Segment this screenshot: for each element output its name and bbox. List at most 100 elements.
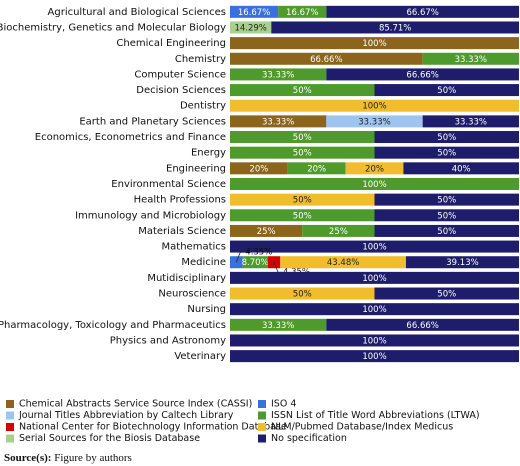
category-label: Chemical Engineering	[116, 38, 226, 49]
category-label: Earth and Planetary Sciences	[79, 116, 226, 127]
bar-segment	[405, 256, 520, 269]
legend-swatch	[258, 434, 266, 443]
legend-swatch	[258, 423, 266, 431]
value-label: 20%	[249, 164, 268, 174]
bar-segment	[230, 131, 375, 144]
bar-segment	[230, 318, 327, 331]
bar-segment	[242, 256, 268, 269]
value-label: 100%	[362, 243, 386, 253]
bar-segment	[326, 68, 519, 81]
value-label: 50%	[293, 133, 312, 143]
bar-segment	[374, 224, 519, 237]
value-label: 14.29%	[234, 23, 266, 33]
legend-swatch	[6, 411, 14, 420]
value-label: 33.33%	[455, 117, 487, 127]
source-text: Figure by authors	[54, 452, 132, 464]
bar-segment	[230, 115, 327, 128]
callout	[235, 251, 245, 263]
legend-label: Serial Sources for the Biosis Database	[19, 433, 200, 444]
value-label: 50%	[293, 149, 312, 159]
value-label: 50%	[293, 211, 312, 221]
bar-segment	[374, 287, 519, 300]
value-label: 16.67%	[286, 8, 318, 18]
value-label: 66.67%	[406, 8, 438, 18]
value-label: 33.33%	[358, 117, 390, 127]
bar-segment	[374, 84, 519, 97]
category-label: Mathematics	[162, 242, 226, 253]
category-label: Medicine	[181, 257, 226, 268]
bar-segment	[230, 209, 375, 222]
value-label: 85.71%	[379, 23, 411, 33]
value-label: 66.66%	[310, 55, 342, 65]
category-label: Neuroscience	[158, 289, 226, 300]
bar-segment	[230, 271, 519, 284]
bar-segment	[230, 224, 303, 237]
value-label: 25%	[329, 227, 348, 237]
legend-swatch	[258, 400, 266, 408]
value-label: 33.33%	[262, 321, 294, 331]
bar-segment	[374, 209, 519, 222]
bar-segment	[230, 177, 519, 190]
bar-segment	[230, 193, 375, 206]
category-label: Computer Science	[134, 69, 226, 80]
category-label: Chemistry	[175, 54, 226, 65]
category-label: Energy	[191, 148, 226, 159]
value-label: 20%	[307, 164, 326, 174]
value-label: 66.66%	[406, 70, 438, 80]
legend-label: ISSN List of Title Word Abbreviations (L…	[271, 410, 480, 421]
value-label: 50%	[437, 227, 456, 237]
legend-label: Chemical Abstracts Service Source Index …	[19, 399, 252, 410]
category-label: Materials Science	[138, 226, 226, 237]
value-label: 50%	[293, 290, 312, 300]
bar-segment	[403, 162, 519, 175]
bar-segment	[230, 146, 375, 159]
category-label: Economics, Econometrics and Finance	[35, 132, 226, 143]
category-label: Agricultural and Biological Sciences	[48, 7, 226, 18]
value-label: 50%	[293, 196, 312, 206]
value-label: 4.35%	[245, 248, 272, 258]
bar-segment	[280, 256, 406, 269]
bar-segment	[230, 5, 279, 18]
bar-segment	[374, 131, 519, 144]
bar-segment	[374, 193, 519, 206]
category-label: Veterinary	[174, 351, 226, 362]
category-label: Physics and Astronomy	[110, 335, 226, 346]
value-label: 40%	[452, 164, 471, 174]
value-label: 50%	[437, 211, 456, 221]
value-label: 20%	[365, 164, 384, 174]
bar-segment	[271, 21, 519, 34]
bar-segment	[230, 303, 519, 316]
bar-segment	[278, 5, 327, 18]
bar-segment	[326, 318, 519, 331]
category-label: Environmental Science	[111, 179, 226, 190]
source-label: Source(s):	[4, 452, 51, 464]
value-label: 50%	[437, 86, 456, 96]
value-label: 100%	[362, 352, 386, 362]
value-label: 66.66%	[406, 321, 438, 331]
bar-segment	[287, 162, 346, 175]
value-label: 43.48%	[327, 258, 359, 268]
bar-segment	[230, 68, 327, 81]
bar-segment	[230, 84, 375, 97]
bar-segment	[230, 21, 272, 34]
bar-segment	[345, 162, 404, 175]
legend-label: National Center for Biotechnology Inform…	[19, 422, 287, 433]
legend-label: NLM/Pubmed Database/Index Medicus	[271, 422, 453, 433]
value-label: 50%	[437, 196, 456, 206]
category-label: Biochemistry, Genetics and Molecular Bio…	[0, 22, 226, 33]
value-label: 50%	[437, 133, 456, 143]
bar-segment	[230, 334, 519, 347]
bar-segment	[326, 115, 423, 128]
value-label: 33.33%	[455, 55, 487, 65]
bar-segment	[326, 5, 520, 18]
source: Source(s): Figure by authors	[4, 452, 132, 464]
legend-swatch	[6, 434, 14, 443]
value-label: 25%	[257, 227, 276, 237]
value-label: 33.33%	[262, 70, 294, 80]
category-label: Nursing	[187, 304, 226, 315]
category-label: Engineering	[166, 163, 226, 174]
value-label: 50%	[437, 149, 456, 159]
bar-segment	[422, 52, 519, 65]
value-label: 100%	[362, 274, 386, 284]
